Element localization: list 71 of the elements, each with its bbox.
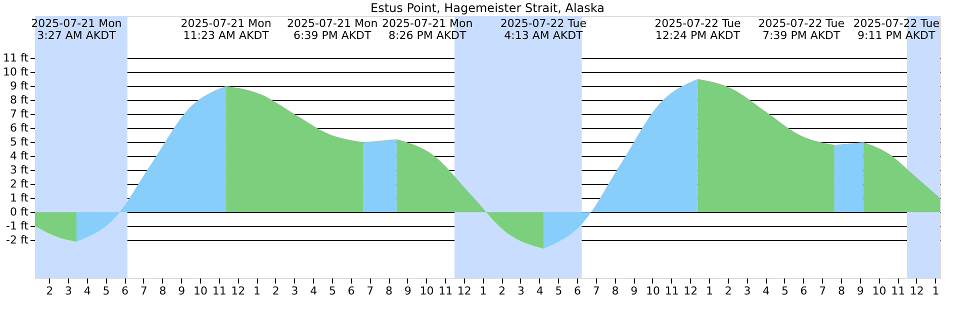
x-tick-label: 2 (724, 284, 732, 298)
y-tick-label: 1 ft (10, 192, 30, 205)
y-tick-label: 3 ft (10, 164, 30, 177)
y-tick-label: 9 ft (10, 80, 30, 93)
x-tick-label: 2 (272, 284, 280, 298)
x-tick-label: 3 (291, 284, 298, 298)
x-tick-label: 4 (310, 284, 318, 298)
y-tick-label: -1 ft (6, 220, 30, 233)
annotation: 2025-07-22 Tue 4:13 AM AKDT (500, 17, 587, 42)
x-tick-label: 12 (684, 284, 698, 298)
y-tick-label: 10 ft (3, 66, 30, 79)
annotation: 2025-07-21 Mon 8:26 PM AKDT (382, 17, 473, 42)
x-tick-label: 8 (159, 284, 166, 298)
y-tick-label: 5 ft (10, 136, 30, 149)
x-tick-label: 3 (744, 284, 751, 298)
x-tick-label: 7 (140, 284, 148, 298)
x-tick-label: 10 (872, 284, 886, 298)
x-tick-label: 11 (438, 284, 453, 298)
x-tick-label: 7 (592, 284, 600, 298)
chart-title: Estus Point, Hagemeister Strait, Alaska (370, 1, 605, 15)
annotation: 2025-07-22 Tue 12:24 PM AKDT (654, 17, 742, 42)
x-tick-label: 12 (457, 284, 472, 298)
x-tick-label: 9 (404, 284, 412, 298)
x-tick-label: 1 (706, 284, 714, 298)
y-tick-label: 8 ft (10, 94, 30, 107)
x-tick-label: 7 (819, 284, 826, 298)
x-tick-label: 1 (480, 284, 487, 298)
y-tick-label: 6 ft (10, 122, 30, 135)
x-tick-label: 5 (328, 284, 336, 298)
x-tick-label: 3 (517, 284, 524, 298)
x-tick-label: 6 (122, 284, 129, 298)
annotation: 2025-07-21 Mon 11:23 AM AKDT (180, 17, 272, 42)
x-tick-label: 9 (178, 284, 186, 298)
x-tick-label: 4 (536, 284, 544, 298)
x-tick-label: 2 (46, 284, 54, 298)
x-tick-label: 10 (193, 284, 208, 298)
x-tick-label: 4 (762, 284, 770, 298)
x-tick-label: 5 (102, 284, 110, 298)
x-tick-label: 10 (420, 284, 434, 298)
x-tick-label: 12 (910, 284, 924, 298)
x-tick-label: 4 (84, 284, 91, 298)
x-tick-label: 6 (800, 284, 808, 298)
x-tick-label: 11 (664, 284, 679, 298)
x-tick-label: 5 (555, 284, 562, 298)
x-tick-label: 11 (212, 284, 226, 298)
x-tick-label: 3 (64, 284, 72, 298)
x-tick-label: 7 (366, 284, 374, 298)
x-tick-label: 9 (630, 284, 638, 298)
y-tick-label: -2 ft (6, 234, 30, 247)
annotation: 2025-07-21 Mon 3:27 AM AKDT (31, 17, 122, 42)
x-tick-label: 8 (612, 284, 619, 298)
x-tick-label: 12 (231, 284, 246, 298)
x-tick-label: 9 (856, 284, 864, 298)
y-tick-label: 0 ft (10, 206, 30, 219)
annotation: 2025-07-22 Tue 9:11 PM AKDT (853, 17, 940, 42)
x-tick-label: 6 (348, 284, 355, 298)
x-tick-label: 1 (932, 284, 940, 298)
annotation: 2025-07-22 Tue 7:39 PM AKDT (758, 17, 845, 42)
x-tick-label: 8 (386, 284, 393, 298)
y-tick-label: 7 ft (10, 108, 30, 121)
y-tick-label: 4 ft (10, 150, 30, 163)
x-tick-label: 6 (574, 284, 582, 298)
x-tick-label: 2 (498, 284, 506, 298)
annotation: 2025-07-21 Mon 6:39 PM AKDT (287, 17, 378, 42)
x-tick-label: 5 (781, 284, 788, 298)
y-tick-label: 11 ft (3, 52, 30, 65)
x-tick-label: 11 (891, 284, 906, 298)
y-tick-label: 2 ft (10, 178, 30, 191)
x-tick-label: 10 (646, 284, 660, 298)
x-tick-label: 1 (254, 284, 261, 298)
x-tick-label: 8 (838, 284, 846, 298)
